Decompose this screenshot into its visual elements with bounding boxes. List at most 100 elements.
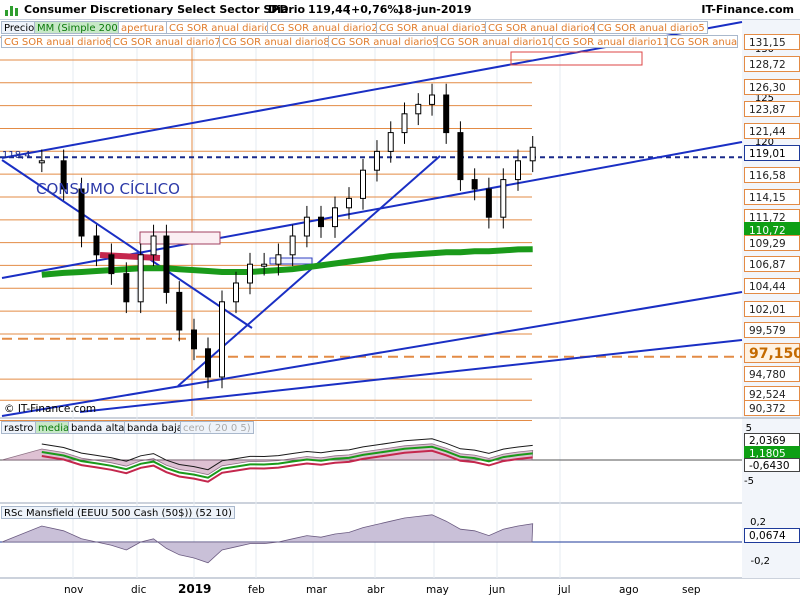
candle-down (471, 179, 478, 190)
candle-up (261, 263, 268, 267)
tag-sor-2[interactable]: CG SOR anual diario2 (267, 21, 381, 34)
time-label: abr (367, 584, 385, 596)
candle-up (360, 169, 366, 199)
time-label-year: 2019 (178, 582, 212, 596)
tag-sor-12[interactable]: CG SOR anual diario (667, 35, 738, 48)
candle-up (500, 179, 507, 218)
candle-up (233, 282, 239, 303)
candle-up (289, 235, 296, 256)
candle-down (205, 348, 211, 378)
candle-up (332, 207, 338, 228)
time-label: jul (558, 584, 571, 596)
tag-precio[interactable]: Precio (1, 21, 38, 34)
candle-up (219, 301, 225, 378)
candle-down (457, 132, 464, 181)
copyright-label: © IT-Finance.com (4, 403, 97, 415)
candle-down (93, 235, 100, 256)
candle-down (485, 188, 492, 218)
tag-sor-3[interactable]: CG SOR anual diario3 (376, 21, 490, 34)
candle-up (401, 113, 408, 134)
brand-label: IT-Finance.com (701, 3, 794, 16)
osc-tick-5: 5 (745, 423, 752, 434)
tag-sor-6[interactable]: CG SOR anual diario6 (1, 35, 115, 48)
level-label-current: 119,01 (744, 145, 800, 161)
osc-value-lower: -0,6430 (744, 458, 800, 472)
rsc-value: 0,0674 (744, 528, 800, 543)
rsc-tick-neg: -0,2 (750, 556, 770, 567)
price-tick-125: 125 (754, 93, 774, 104)
candle-up (429, 94, 436, 105)
candle-down (123, 273, 130, 303)
time-label: ago (619, 584, 639, 596)
trendline (1, 159, 253, 329)
price-change: (+0,76%) (346, 3, 404, 16)
candle-down (60, 160, 67, 190)
trendline (1, 291, 743, 417)
candle-up (275, 254, 282, 265)
tag-banda-baja[interactable]: banda baja (124, 421, 186, 434)
tag-rsc-mansfield[interactable]: RSc Mansfield (EEUU 500 Cash (50$)) (52 … (1, 506, 235, 519)
candle-up (515, 160, 521, 181)
candle-down (78, 188, 85, 237)
tag-mm200[interactable]: MM (Simple 200) (34, 21, 125, 34)
candle-down (176, 291, 183, 331)
level-label: 104,44 (744, 278, 800, 294)
tag-apertura[interactable]: apertura (118, 21, 168, 34)
osc-upper-band (41, 438, 533, 471)
target-zone-box (510, 51, 643, 66)
rsc-area (1, 514, 534, 564)
time-label: dic (131, 584, 147, 596)
level-label-highlight: 97,150 (744, 343, 800, 363)
candle-up (137, 254, 144, 303)
osc-trail-area (1, 443, 534, 476)
tag-sor-9[interactable]: CG SOR anual diario9 (328, 35, 442, 48)
candle-up (303, 216, 310, 237)
tag-sor-7[interactable]: CG SOR anual diario7 (110, 35, 224, 48)
time-label: sep (682, 584, 701, 596)
level-label: 126,30 (744, 79, 800, 95)
bar-chart-icon (5, 6, 18, 16)
time-label: mar (306, 584, 327, 596)
level-label: 92,524 (744, 386, 800, 402)
tag-rastro[interactable]: rastro (1, 421, 37, 434)
level-label: 131,15 (744, 34, 800, 50)
time-label: nov (64, 584, 84, 596)
zone-box (139, 231, 221, 245)
level-label: 99,579 (744, 322, 800, 338)
period-label: Diario (268, 3, 306, 16)
candle-down (318, 216, 324, 228)
tag-cero[interactable]: cero ( 20 0 5) (180, 421, 254, 434)
date-label: 18-jun-2019 (397, 3, 472, 16)
instrument-title: Consumer Discretionary Select Sector SPD (24, 3, 289, 16)
candle-up (415, 103, 422, 115)
price-tick-120: 120 (754, 137, 774, 148)
level-label: 102,01 (744, 301, 800, 317)
trendline (79, 339, 743, 413)
tag-sor-4[interactable]: CG SOR anual diario4 (485, 21, 599, 34)
candle-up (247, 263, 253, 284)
ma200-line (41, 246, 533, 278)
level-label: 94,780 (744, 366, 800, 382)
tag-sor-1[interactable]: CG SOR anual diario (166, 21, 274, 34)
level-label: 114,15 (744, 189, 800, 205)
time-label: feb (248, 584, 265, 596)
candle-down (443, 94, 450, 134)
candle-down (163, 235, 170, 293)
osc-average (41, 445, 533, 479)
zone-box (269, 257, 313, 265)
tag-sor-8[interactable]: CG SOR anual diario8 (219, 35, 333, 48)
level-label: 111,72 (744, 209, 800, 225)
tag-media[interactable]: media (35, 421, 73, 434)
tag-banda-alta[interactable]: banda alta (68, 421, 128, 434)
level-label: 106,87 (744, 256, 800, 272)
level-label: 121,44 (744, 123, 800, 139)
tag-sor-10[interactable]: CG SOR anual diario10 (437, 35, 558, 48)
candle-up (373, 150, 380, 171)
tag-sor-5[interactable]: CG SOR anual diario5 (594, 21, 708, 34)
tag-sor-11[interactable]: CG SOR anual diario11 (552, 35, 673, 48)
time-label: may (426, 584, 449, 596)
level-label: 128,72 (744, 56, 800, 72)
candle-up (346, 197, 352, 209)
level-label-ma200: 110,72 (744, 222, 800, 238)
